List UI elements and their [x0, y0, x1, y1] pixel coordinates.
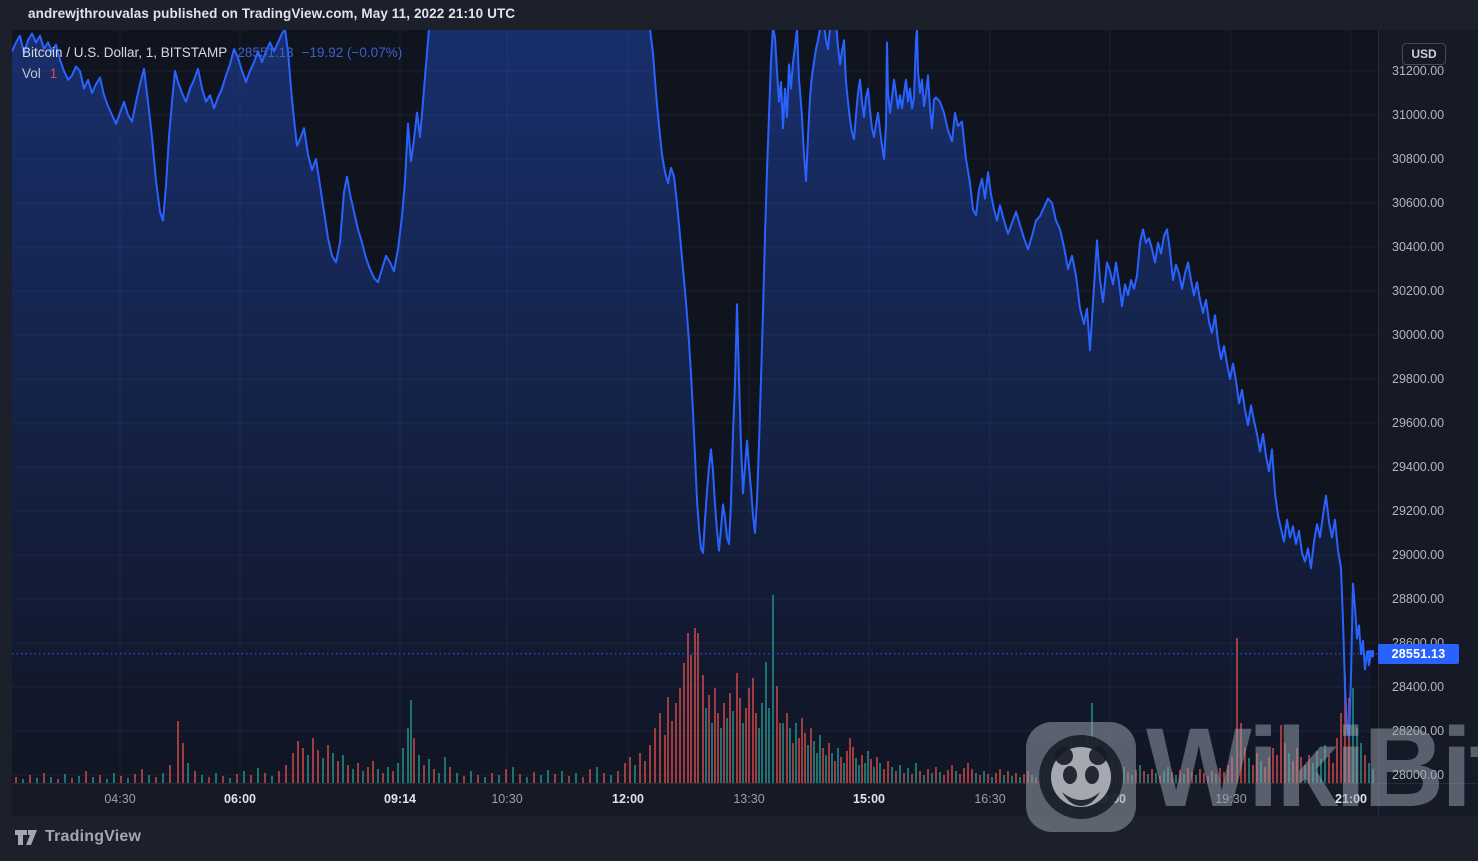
price-tick-label: 28400.00	[1392, 679, 1445, 694]
footer-bar: TradingView	[0, 815, 1478, 861]
price-tick-label: 31000.00	[1392, 107, 1445, 122]
price-tick-label: 30600.00	[1392, 195, 1445, 210]
time-tick-label: 04:30	[104, 792, 136, 806]
price-tick-label: 28000.00	[1392, 767, 1445, 782]
price-tick-label: 29400.00	[1392, 459, 1445, 474]
price-axis[interactable]: 31200.00 31000.00 30800.00 30600.00 30400.00…	[1378, 30, 1478, 783]
time-tick-label: 06:00	[224, 792, 256, 806]
time-tick-label: 12:00	[612, 792, 644, 806]
tradingview-brand-link[interactable]: TradingView	[14, 828, 141, 846]
price-tick-label: 30000.00	[1392, 327, 1445, 342]
time-tick-label: 19:30	[1215, 792, 1247, 806]
axis-corner	[1378, 783, 1478, 816]
volume-value: 1	[49, 66, 58, 81]
publish-attribution-text[interactable]: andrewjthrouvalas published on TradingVi…	[28, 6, 516, 21]
time-tick-label: 21:00	[1335, 792, 1367, 806]
chart-legend: Bitcoin / U.S. Dollar, 1, BITSTAMP 28551.…	[22, 45, 402, 87]
time-tick-label: 18:00	[1094, 792, 1126, 806]
price-change-value: −19.92 (−0.07%)	[301, 45, 403, 60]
price-tick-label: 29600.00	[1392, 415, 1445, 430]
chart-pane	[12, 30, 1378, 783]
price-tick-label: 31200.00	[1392, 63, 1445, 78]
last-price-value: 28551.13	[237, 45, 294, 60]
current-price-badge: 28551.13	[1378, 643, 1459, 664]
price-tick-label: 29800.00	[1392, 371, 1445, 386]
time-tick-label: 16:30	[974, 792, 1006, 806]
tradingview-logo-icon	[15, 830, 37, 845]
time-axis[interactable]: 04:30 06:00 09:14 10:30 12:00 13:30 15:00 16:30…	[12, 783, 1378, 816]
price-tick-label: 28200.00	[1392, 723, 1445, 738]
price-tick-label: 30200.00	[1392, 283, 1445, 298]
price-tick-label: 29000.00	[1392, 547, 1445, 562]
price-tick-label: 30400.00	[1392, 239, 1445, 254]
legend-volume-row: Vol 1	[22, 66, 402, 87]
time-tick-label: 15:00	[853, 792, 885, 806]
price-tick-label: 29200.00	[1392, 503, 1445, 518]
tradingview-brand-word: TradingView	[45, 828, 142, 845]
publish-bar: andrewjthrouvalas published on TradingVi…	[0, 0, 1478, 30]
legend-symbol-row: Bitcoin / U.S. Dollar, 1, BITSTAMP 28551.…	[22, 45, 402, 66]
time-tick-label: 10:30	[491, 792, 523, 806]
price-tick-label: 28800.00	[1392, 591, 1445, 606]
volume-label[interactable]: Vol	[22, 66, 41, 81]
symbol-title[interactable]: Bitcoin / U.S. Dollar, 1, BITSTAMP	[22, 45, 228, 60]
currency-toggle-button[interactable]: USD	[1402, 43, 1446, 65]
price-tick-label: 30800.00	[1392, 151, 1445, 166]
time-tick-label: 09:14	[384, 792, 416, 806]
time-tick-label: 13:30	[733, 792, 765, 806]
